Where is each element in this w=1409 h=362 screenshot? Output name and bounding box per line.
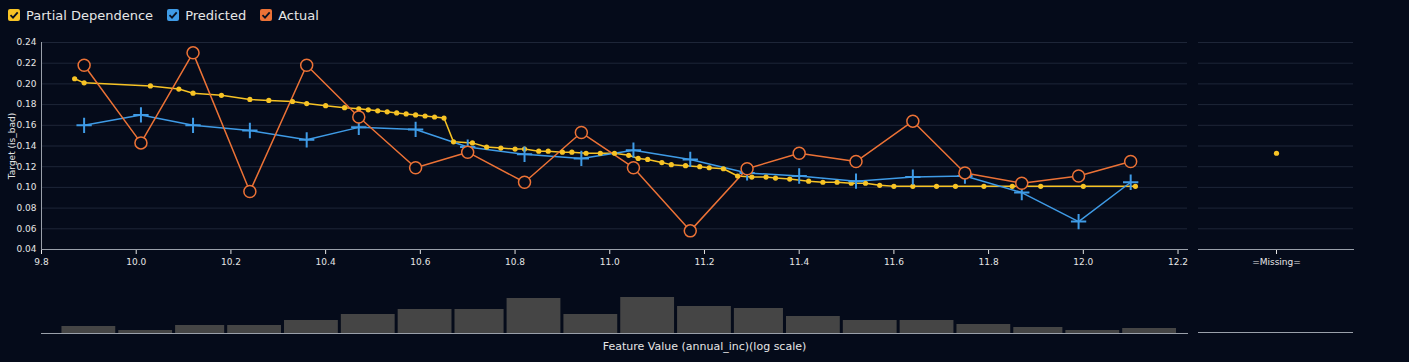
svg-text:10.8: 10.8	[505, 257, 525, 267]
svg-text:12.2: 12.2	[1168, 257, 1188, 267]
svg-text:11.0: 11.0	[600, 257, 620, 267]
svg-text:0.08: 0.08	[16, 203, 36, 213]
svg-text:Target (is_bad): Target (is_bad)	[7, 113, 17, 180]
html-text:Predicted: Predicted	[185, 7, 247, 23]
svg-text:11.2: 11.2	[694, 257, 714, 267]
svg-text:12.0: 12.0	[1073, 257, 1093, 267]
svg-text:11.4: 11.4	[789, 257, 809, 267]
svg-text:0.04: 0.04	[16, 244, 36, 254]
svg-text:0.22: 0.22	[16, 58, 36, 68]
svg-text:10.4: 10.4	[316, 257, 336, 267]
html-text:Actual: Actual	[278, 7, 319, 23]
svg-text:11.6: 11.6	[884, 257, 904, 267]
svg-text:0.24: 0.24	[16, 37, 36, 47]
svg-text:0.12: 0.12	[16, 162, 36, 172]
svg-text:0.16: 0.16	[16, 120, 36, 130]
svg-text:0.20: 0.20	[16, 79, 36, 89]
svg-text:0.10: 0.10	[16, 182, 36, 192]
svg-text:=Missing=: =Missing=	[1252, 257, 1301, 267]
html-text:Feature Value (annual_inc)(log: Feature Value (annual_inc)(log scale)	[602, 340, 807, 353]
svg-text:0.06: 0.06	[16, 224, 36, 234]
svg-text:0.18: 0.18	[16, 99, 36, 109]
html-text:Partial Dependence: Partial Dependence	[26, 7, 154, 23]
svg-text:11.8: 11.8	[979, 257, 999, 267]
svg-text:10.6: 10.6	[410, 257, 430, 267]
svg-text:9.8: 9.8	[34, 257, 49, 267]
svg-text:0.14: 0.14	[16, 141, 36, 151]
svg-text:10.2: 10.2	[221, 257, 241, 267]
svg-text:10.0: 10.0	[126, 257, 146, 267]
